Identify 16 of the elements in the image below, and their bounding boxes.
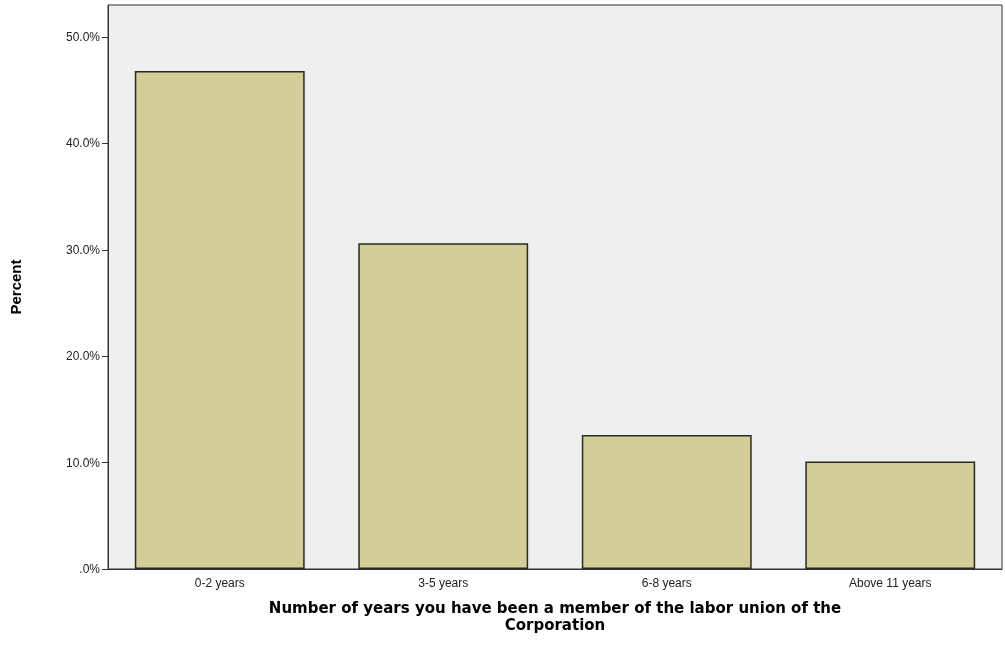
y-axis-title: Percent	[7, 259, 24, 315]
y-tick-label: 50.0%	[65, 29, 101, 44]
y-tick-label: 40.0%	[65, 136, 101, 151]
y-tick-label: 10.0%	[65, 455, 101, 470]
bar	[358, 243, 529, 569]
x-axis-title: Number of years you have been a member of the labor union of the Corporation	[268, 598, 842, 634]
x-tick-label: 0-2 years	[194, 576, 245, 590]
bar	[134, 70, 305, 569]
y-tick-label: .0%	[79, 562, 101, 576]
y-tick-label: 20.0%	[65, 349, 101, 364]
bar	[805, 461, 976, 569]
x-tick-label: 6-8 years	[641, 576, 692, 590]
x-tick-label: 3-5 years	[418, 576, 469, 590]
y-tick-label: 30.0%	[65, 242, 101, 257]
bar	[581, 434, 752, 569]
x-tick-label: Above 11 years	[849, 576, 932, 590]
